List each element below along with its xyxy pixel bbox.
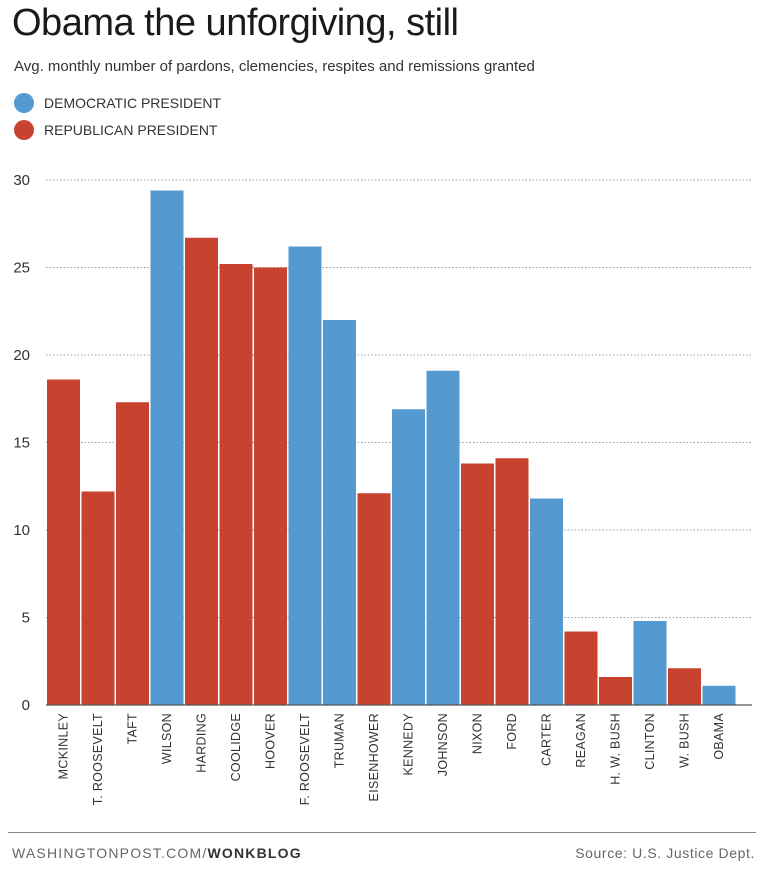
legend-republican-label: REPUBLICAN PRESIDENT: [44, 122, 218, 138]
bar-obama: [702, 685, 736, 705]
x-tick-label: COOLIDGE: [229, 713, 243, 781]
x-tick-label: T. ROOSEVELT: [91, 713, 105, 805]
bar-mckinley: [47, 379, 80, 705]
bar-eisenhower: [357, 493, 391, 705]
x-tick-label: HOOVER: [264, 713, 278, 769]
bar-truman: [323, 320, 356, 705]
bar-taft: [116, 402, 149, 705]
bar-wilson: [150, 190, 184, 705]
bar-ford: [495, 458, 529, 705]
bar-johnson: [426, 370, 460, 705]
x-tick-label: OBAMA: [712, 713, 726, 760]
footer-divider: [8, 832, 756, 833]
legend-republican: REPUBLICAN PRESIDENT: [14, 120, 217, 140]
x-tick-label: NIXON: [471, 713, 485, 754]
legend-democratic: DEMOCRATIC PRESIDENT: [14, 93, 221, 113]
bar-w-bush: [668, 668, 701, 705]
bar-clinton: [633, 621, 667, 705]
bar-chart: 0 5 10 15 20 25 30 MCKINLEY T. ROOSEVELT TAFT WILS…: [13, 172, 752, 805]
x-tick-label: H. W. BUSH: [609, 713, 623, 785]
x-tick-label: W. BUSH: [678, 713, 692, 768]
bar-hoover: [254, 267, 287, 705]
bar-nixon: [461, 463, 494, 705]
bar-reagan: [564, 631, 598, 705]
footer-site: WASHINGTONPOST.COM/: [12, 845, 208, 861]
y-tick-label: 20: [13, 347, 30, 364]
footer-credit: WASHINGTONPOST.COM/WONKBLOG: [12, 845, 302, 861]
footer-section: WONKBLOG: [207, 845, 302, 861]
bar-harding: [185, 237, 218, 705]
y-tick-label: 5: [22, 610, 30, 627]
y-tick-label: 0: [22, 697, 30, 714]
legend-republican-swatch: [14, 120, 34, 140]
x-tick-label: KENNEDY: [402, 713, 416, 776]
x-tick-label: F. ROOSEVELT: [298, 713, 312, 805]
y-tick-label: 10: [13, 522, 30, 539]
bar-t-roosevelt: [81, 491, 115, 705]
x-tick-label: REAGAN: [574, 713, 588, 768]
x-tick-label: TRUMAN: [333, 713, 347, 768]
x-tick-label: HARDING: [195, 713, 209, 773]
x-tick-label: EISENHOWER: [367, 713, 381, 801]
chart-title: Obama the unforgiving, still: [12, 2, 459, 44]
x-tick-label: CARTER: [540, 713, 554, 766]
bar-h-w-bush: [599, 677, 632, 705]
x-tick-label: WILSON: [160, 713, 174, 764]
bar-coolidge: [219, 264, 253, 705]
footer-source: Source: U.S. Justice Dept.: [575, 845, 755, 861]
y-tick-label: 25: [13, 260, 30, 277]
y-tick-label: 15: [13, 435, 30, 452]
x-tick-label: TAFT: [126, 713, 140, 745]
chart-subtitle: Avg. monthly number of pardons, clemenci…: [14, 58, 535, 75]
x-tick-label: MCKINLEY: [57, 713, 71, 780]
x-tick-label: JOHNSON: [436, 713, 450, 776]
x-tick-label: FORD: [505, 713, 519, 750]
bar-carter: [530, 498, 563, 705]
x-tick-label: CLINTON: [643, 713, 657, 770]
bar-f-roosevelt: [288, 246, 322, 705]
legend-democratic-label: DEMOCRATIC PRESIDENT: [44, 95, 222, 111]
bar-kennedy: [392, 409, 425, 705]
y-tick-label: 30: [13, 172, 30, 189]
legend-democratic-swatch: [14, 93, 34, 113]
